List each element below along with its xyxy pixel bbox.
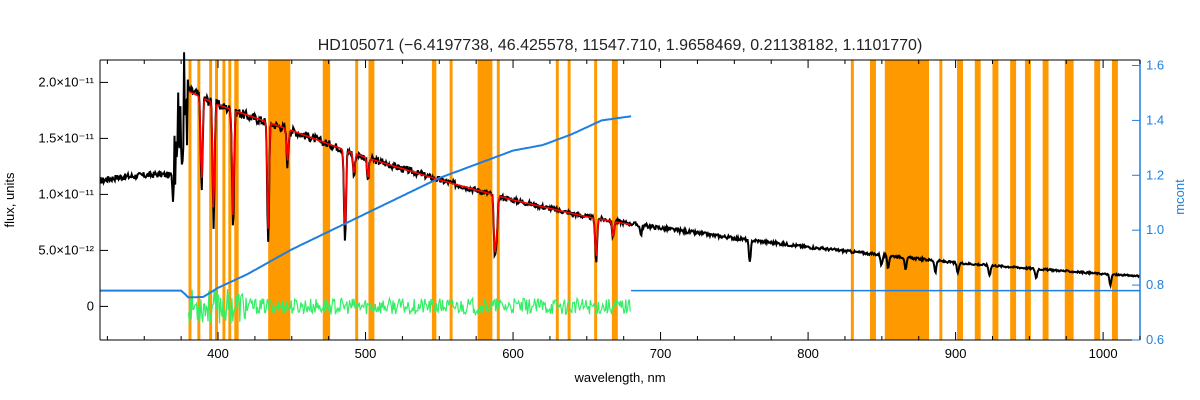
mask-band <box>215 60 219 340</box>
x-axis-title: wavelength, nm <box>573 370 665 385</box>
y-tick-label: 2.0×10⁻¹¹ <box>38 74 94 89</box>
y2-tick-label: 1.6 <box>1146 57 1164 72</box>
x-tick-label: 600 <box>502 346 524 361</box>
x-tick-label: 700 <box>650 346 672 361</box>
mask-band <box>188 60 192 340</box>
mask-band <box>477 60 493 340</box>
mask-band <box>222 60 226 340</box>
x-tick-label: 800 <box>797 346 819 361</box>
mask-band <box>1094 60 1101 340</box>
mask-band <box>1042 60 1049 340</box>
y-tick-label: 1.5×10⁻¹¹ <box>38 130 94 145</box>
residual-line <box>187 288 631 324</box>
mask-band <box>322 60 331 340</box>
mask-band <box>209 60 213 340</box>
y-tick-label: 1.0×10⁻¹¹ <box>38 186 94 201</box>
y-tick-label: 5.0×10⁻¹² <box>38 242 94 257</box>
mask-band <box>884 60 930 340</box>
mask-band <box>957 60 963 340</box>
plot-series <box>99 52 1141 324</box>
mask-band <box>611 60 618 340</box>
mcont-line <box>100 115 632 299</box>
mask-band <box>355 60 359 340</box>
y-tick-label: 0 <box>87 298 94 313</box>
chart-title: HD105071 (−6.4197738, 46.425578, 11547.7… <box>318 37 923 54</box>
x-tick-label: 500 <box>355 346 377 361</box>
x-tick-label: 400 <box>207 346 229 361</box>
mask-band <box>1111 60 1118 340</box>
mask-band <box>268 60 291 340</box>
mask-band <box>1010 60 1017 340</box>
mask-band <box>197 60 201 340</box>
x-tick-label: 900 <box>945 346 967 361</box>
mask-band <box>567 60 571 340</box>
mask-band <box>974 60 981 340</box>
mask-band <box>939 60 943 340</box>
mask-band <box>850 60 854 340</box>
mask-band <box>992 60 999 340</box>
y2-axis-title: mcont <box>1172 179 1187 215</box>
mask-band <box>228 60 232 340</box>
mask-band <box>594 60 598 340</box>
mask-band <box>234 60 239 340</box>
mask-band <box>449 60 453 340</box>
y2-tick-label: 1.2 <box>1146 167 1164 182</box>
mask-band <box>555 60 559 340</box>
y2-tick-label: 0.6 <box>1146 332 1164 347</box>
mask-band <box>1064 60 1074 340</box>
mask-band <box>368 60 375 340</box>
masked-bands <box>188 60 1118 340</box>
plot-axes: 400 500 600 700 800 900 1000 0 5.0×10⁻¹² 1.0×10⁻¹… <box>38 57 1164 361</box>
mask-band <box>1024 60 1031 340</box>
model-flux-line <box>188 90 631 257</box>
mask-band <box>870 60 876 340</box>
y-axis-title: flux, units <box>2 172 17 227</box>
x-tick-label: 1000 <box>1089 346 1118 361</box>
y2-tick-label: 1.0 <box>1146 222 1164 237</box>
mask-band <box>431 60 437 340</box>
y2-tick-label: 1.4 <box>1146 112 1164 127</box>
y2-tick-label: 0.8 <box>1146 277 1164 292</box>
